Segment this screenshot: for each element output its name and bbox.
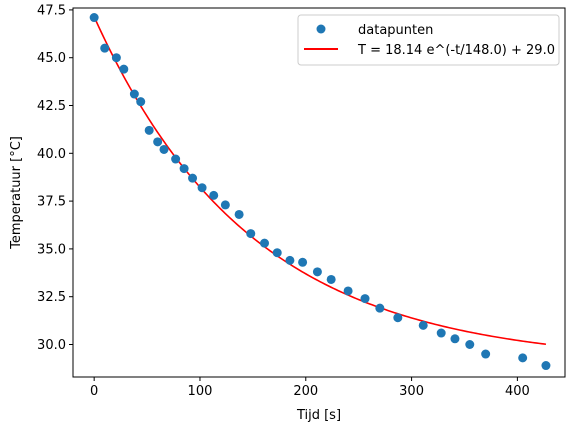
x-tick-label: 300 [399, 384, 424, 399]
data-point [111, 53, 121, 63]
data-point [197, 183, 207, 193]
data-point [375, 303, 385, 313]
x-tick-label: 100 [188, 384, 213, 399]
data-point [326, 274, 336, 284]
data-point [171, 154, 181, 164]
y-tick-label: 37.5 [37, 195, 66, 210]
x-tick-label: 400 [505, 384, 530, 399]
data-point [260, 238, 270, 248]
data-point [234, 209, 244, 219]
legend-box [297, 14, 560, 66]
data-point [541, 361, 551, 371]
data-point [418, 320, 428, 330]
legend-label-datapunten: datapunten [358, 23, 433, 38]
plot-frame [72, 7, 566, 378]
y-tick-label: 35.0 [37, 242, 66, 257]
data-point [129, 89, 139, 99]
data-point [518, 353, 528, 363]
data-point [220, 200, 230, 210]
data-point [89, 13, 99, 23]
data-point [144, 125, 154, 135]
y-tick-label: 42.5 [37, 99, 66, 114]
data-point [450, 334, 460, 344]
y-tick-label: 32.5 [37, 290, 66, 305]
data-point [360, 294, 370, 304]
data-point [100, 43, 110, 53]
data-point [285, 255, 295, 265]
y-tick-label: 45.0 [37, 51, 66, 66]
data-point [188, 173, 198, 183]
x-axis-label: Tijd [s] [296, 408, 341, 423]
data-point [119, 64, 129, 74]
data-point [312, 267, 322, 277]
fit-line [93, 16, 547, 346]
y-tick-label: 40.0 [37, 147, 66, 162]
data-point [465, 340, 475, 349]
data-point [136, 97, 146, 107]
y-axis-label: Temperatuur [°C] [9, 136, 24, 250]
y-tick-label: 47.5 [37, 3, 66, 18]
data-point [159, 144, 169, 154]
data-point [179, 164, 189, 174]
x-tick-label: 0 [90, 384, 98, 399]
x-tick-label: 200 [293, 384, 318, 399]
data-point [272, 248, 282, 258]
data-point [153, 137, 163, 147]
data-point [481, 349, 491, 359]
legend-marker-datapunten [316, 24, 326, 34]
data-point [298, 257, 308, 267]
y-tick-label: 30.0 [37, 338, 66, 353]
data-point [246, 229, 256, 239]
legend-label-fit-line: T = 18.14 e^(-t/148.0) + 29.0 [357, 43, 555, 58]
data-point [209, 190, 219, 200]
axis-ticks: 0 100 200 300 400 30.0 32.5 35.0 37.5 40.0 42.5 45.… [37, 3, 530, 399]
legend: datapunten T = 18.14 e^(-t/148.0) + 29.0 [297, 14, 560, 66]
plot-marks [89, 13, 551, 371]
data-point [343, 286, 353, 296]
data-point [436, 328, 446, 338]
data-point [393, 313, 403, 323]
